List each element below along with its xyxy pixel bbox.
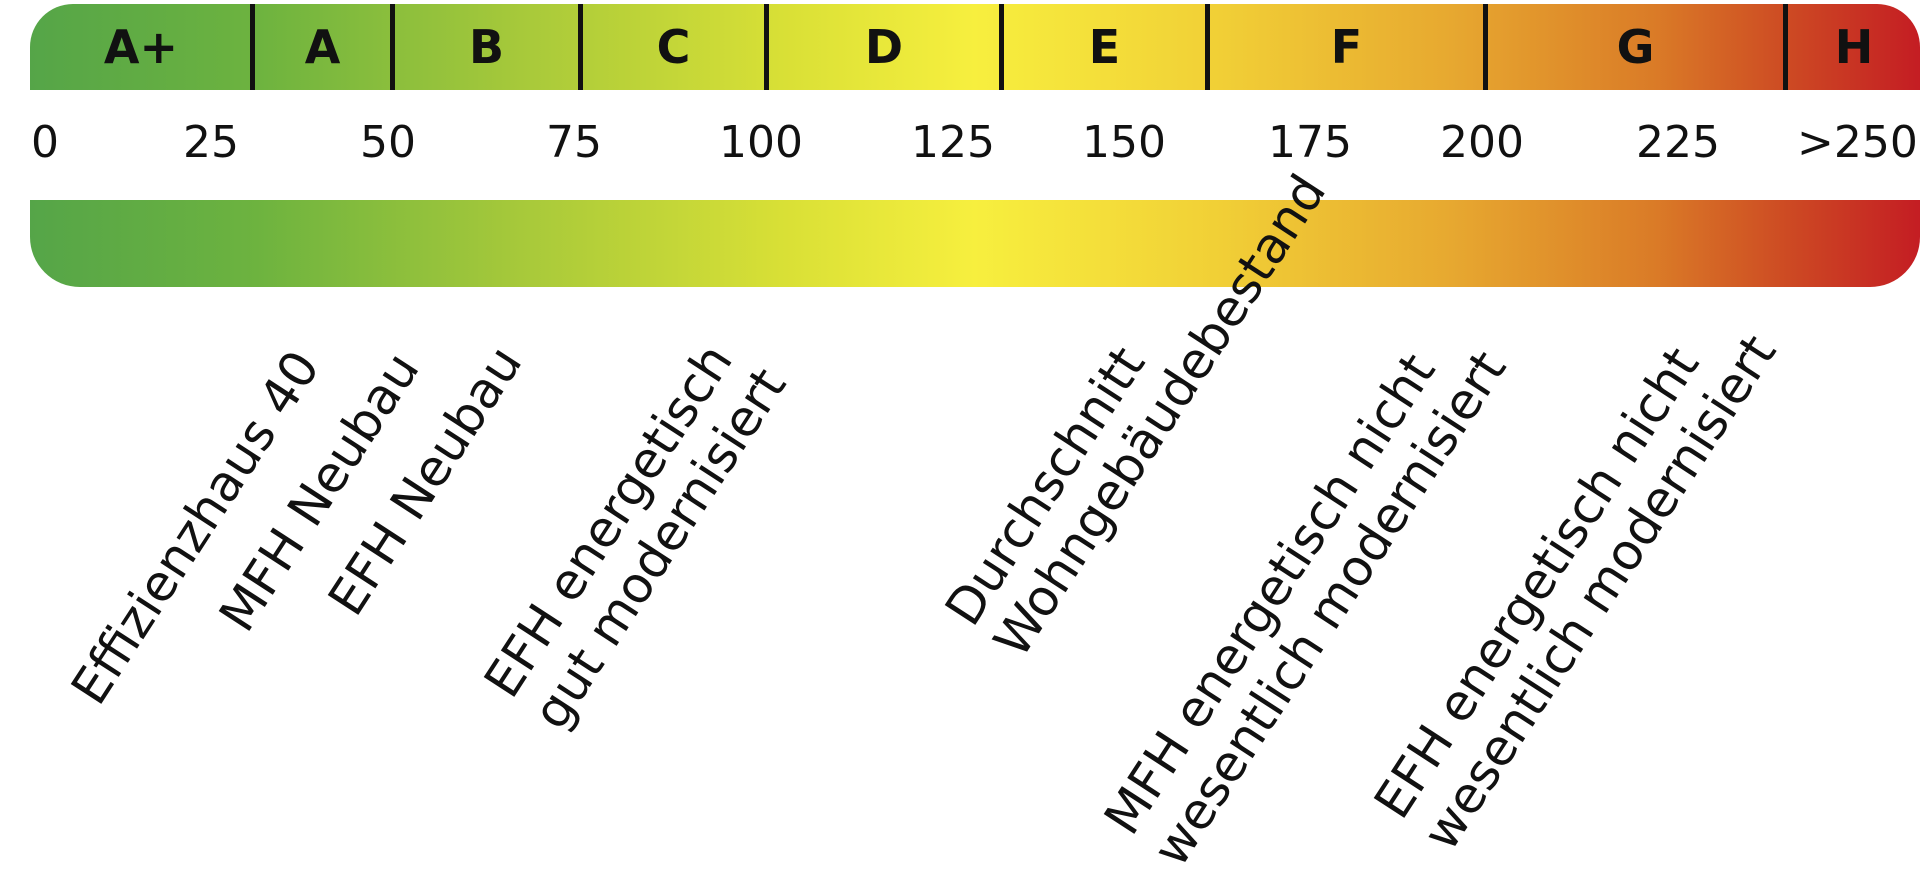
efficiency-gradient-bar: [30, 200, 1920, 287]
class-label: C: [656, 20, 691, 74]
scale-value-label: 100: [719, 117, 803, 168]
class-label: D: [864, 20, 904, 74]
efficiency-class-e: E: [1004, 4, 1205, 90]
class-label: E: [1088, 20, 1121, 74]
efficiency-class-d: D: [769, 4, 999, 90]
class-divider: [390, 4, 395, 90]
class-divider: [999, 4, 1004, 90]
scale-value-label: 200: [1440, 117, 1524, 168]
class-divider: [1783, 4, 1788, 90]
building-label-efh-gut-modernisiert: EFH energetisch gut modernisiert: [473, 326, 797, 739]
efficiency-class-a-plus: A+: [30, 4, 252, 90]
scale-value-label: 175: [1268, 117, 1352, 168]
class-divider: [578, 4, 583, 90]
scale-value-label: 150: [1082, 117, 1166, 168]
class-label: H: [1834, 20, 1874, 74]
scale-value-label: 125: [911, 117, 995, 168]
scale-value-label: 0: [31, 117, 59, 168]
scale-value-label: >250: [1797, 117, 1918, 168]
efficiency-class-f: F: [1210, 4, 1483, 90]
scale-value-label: 25: [183, 117, 239, 168]
class-label: B: [468, 20, 505, 74]
class-label: A: [304, 20, 341, 74]
efficiency-class-bar: A+ A B C D E F G H: [30, 4, 1920, 90]
efficiency-class-a: A: [255, 4, 390, 90]
scale-value-label: 225: [1636, 117, 1720, 168]
class-divider: [764, 4, 769, 90]
scale-value-label: 75: [546, 117, 602, 168]
efficiency-class-g: G: [1488, 4, 1783, 90]
efficiency-class-b: B: [395, 4, 578, 90]
class-label: F: [1330, 20, 1363, 74]
scale-value-label: 50: [360, 117, 416, 168]
class-divider: [250, 4, 255, 90]
efficiency-class-c: C: [583, 4, 764, 90]
class-divider: [1483, 4, 1488, 90]
class-label: G: [1616, 20, 1655, 74]
class-divider: [1205, 4, 1210, 90]
class-label: A+: [103, 20, 179, 74]
efficiency-class-h: H: [1788, 4, 1920, 90]
